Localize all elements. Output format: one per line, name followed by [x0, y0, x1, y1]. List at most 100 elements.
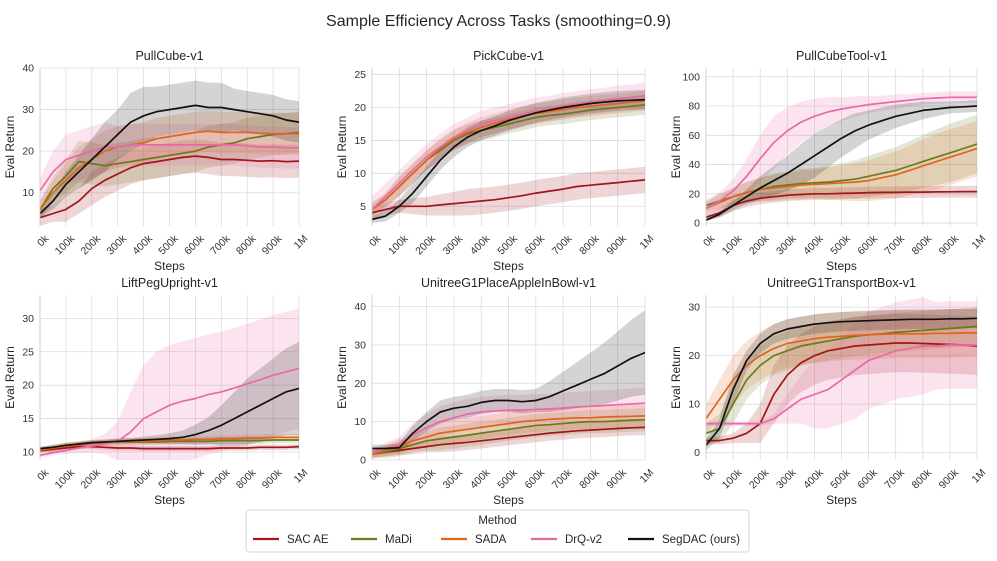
legend-label: MaDi [385, 534, 412, 546]
legend-label: SAC AE [287, 534, 329, 546]
x-axis-label: Steps [154, 493, 185, 507]
line-segdac-ours [706, 105, 977, 221]
x-tick-label: 300k [774, 232, 799, 257]
line-sac-ae [372, 426, 645, 456]
y-axis-label: Eval Return [3, 116, 17, 179]
y-tick-label: 0 [694, 447, 700, 459]
x-tick-label: 600k [523, 232, 548, 257]
x-tick-label: 700k [882, 232, 907, 257]
legend-item-sac-ae: SAC AE [253, 534, 329, 546]
line-drq-v2 [40, 144, 299, 192]
line-drq-v2 [706, 96, 977, 210]
x-tick-label: 500k [156, 232, 181, 257]
line-segdac-ours [706, 317, 977, 446]
x-tick-label: 1M [638, 467, 657, 486]
y-tick-label: 15 [22, 413, 34, 425]
x-axis-label: Steps [493, 493, 524, 507]
x-tick-label: 400k [130, 466, 155, 491]
y-tick-label: 10 [354, 416, 366, 428]
legend-label: SegDAC (ours) [662, 534, 740, 546]
x-tick-label: 300k [104, 466, 129, 491]
line-sac-ae [706, 342, 977, 442]
band-segdac-ours [706, 100, 977, 222]
band-drq-v2 [372, 387, 645, 457]
panel-title: PickCube-v1 [473, 49, 544, 63]
band-segdac-ours [372, 310, 645, 453]
band-drq-v2 [372, 82, 645, 223]
y-tick-label: 80 [688, 101, 700, 113]
x-tick-label: 0k [367, 466, 384, 483]
x-tick-label: 1M [292, 233, 311, 252]
x-tick-label: 800k [234, 232, 259, 257]
x-tick-label: 0k [367, 232, 384, 249]
y-tick-label: 10 [688, 399, 700, 411]
figure-title: Sample Efficiency Across Tasks (smoothin… [326, 13, 671, 30]
x-tick-label: 600k [182, 232, 207, 257]
x-axis-label: Steps [826, 259, 857, 273]
x-tick-label: 0k [701, 466, 718, 483]
x-axis-label: Steps [826, 493, 857, 507]
band-madi [40, 111, 299, 218]
line-sada [40, 130, 299, 210]
band-madi [706, 307, 977, 443]
x-tick-label: 200k [79, 466, 104, 491]
y-tick-label: 20 [22, 146, 34, 158]
x-tick-label: 400k [801, 466, 826, 491]
y-tick-label: 30 [22, 104, 34, 116]
legend: Method SAC AE MaDi SADA DrQ-v2 SegDAC (ours) [245, 509, 750, 553]
line-segdac-ours [40, 387, 299, 450]
y-tick-label: 30 [22, 313, 34, 325]
x-tick-label: 1M [638, 233, 657, 252]
y-tick-label: 20 [22, 380, 34, 392]
band-drq-v2 [706, 91, 977, 215]
y-tick-label: 20 [688, 188, 700, 200]
panel-title: PullCube-v1 [135, 49, 203, 63]
x-tick-label: 0k [35, 232, 52, 249]
x-tick-label: 800k [577, 232, 602, 257]
band-sac-ae [372, 419, 645, 459]
x-tick-label: 900k [604, 466, 629, 491]
y-tick-label: 100 [682, 71, 700, 83]
legend-item-madi: MaDi [351, 534, 412, 546]
y-axis-label: Eval Return [669, 346, 683, 409]
band-sac-ae [372, 166, 645, 220]
line-sada [706, 147, 977, 210]
band-segdac-ours [40, 341, 299, 451]
line-drq-v2 [372, 402, 645, 454]
x-tick-label: 200k [413, 466, 438, 491]
x-tick-label: 900k [937, 232, 962, 257]
line-sada [706, 332, 977, 420]
y-axis-label: Eval Return [335, 346, 349, 409]
legend-label: SADA [475, 534, 507, 546]
y-tick-label: 0 [360, 455, 366, 467]
line-drq-v2 [40, 367, 299, 457]
line-segdac-ours [372, 351, 645, 450]
series-group [40, 308, 299, 460]
y-tick-label: 0 [694, 218, 700, 230]
x-tick-label: 100k [720, 232, 745, 257]
x-tick-label: 100k [53, 466, 78, 491]
x-tick-label: 300k [774, 466, 799, 491]
line-madi [40, 131, 299, 210]
band-sada [706, 308, 977, 434]
x-tick-label: 700k [208, 232, 233, 257]
y-tick-label: 10 [22, 187, 34, 199]
x-tick-label: 500k [156, 466, 181, 491]
x-tick-label: 300k [441, 232, 466, 257]
y-tick-label: 25 [354, 69, 366, 81]
x-tick-label: 800k [577, 466, 602, 491]
y-axis-label: Eval Return [669, 116, 683, 179]
y-tick-label: 25 [22, 346, 34, 358]
x-axis-label: Steps [154, 259, 185, 273]
x-tick-label: 1M [970, 467, 989, 486]
y-axis-label: Eval Return [335, 116, 349, 179]
x-tick-label: 700k [550, 232, 575, 257]
x-tick-label: 600k [855, 466, 880, 491]
y-tick-label: 40 [688, 159, 700, 171]
series-group [372, 310, 645, 459]
x-tick-label: 100k [53, 232, 78, 257]
y-tick-label: 30 [354, 339, 366, 351]
line-sac-ae [40, 155, 299, 219]
